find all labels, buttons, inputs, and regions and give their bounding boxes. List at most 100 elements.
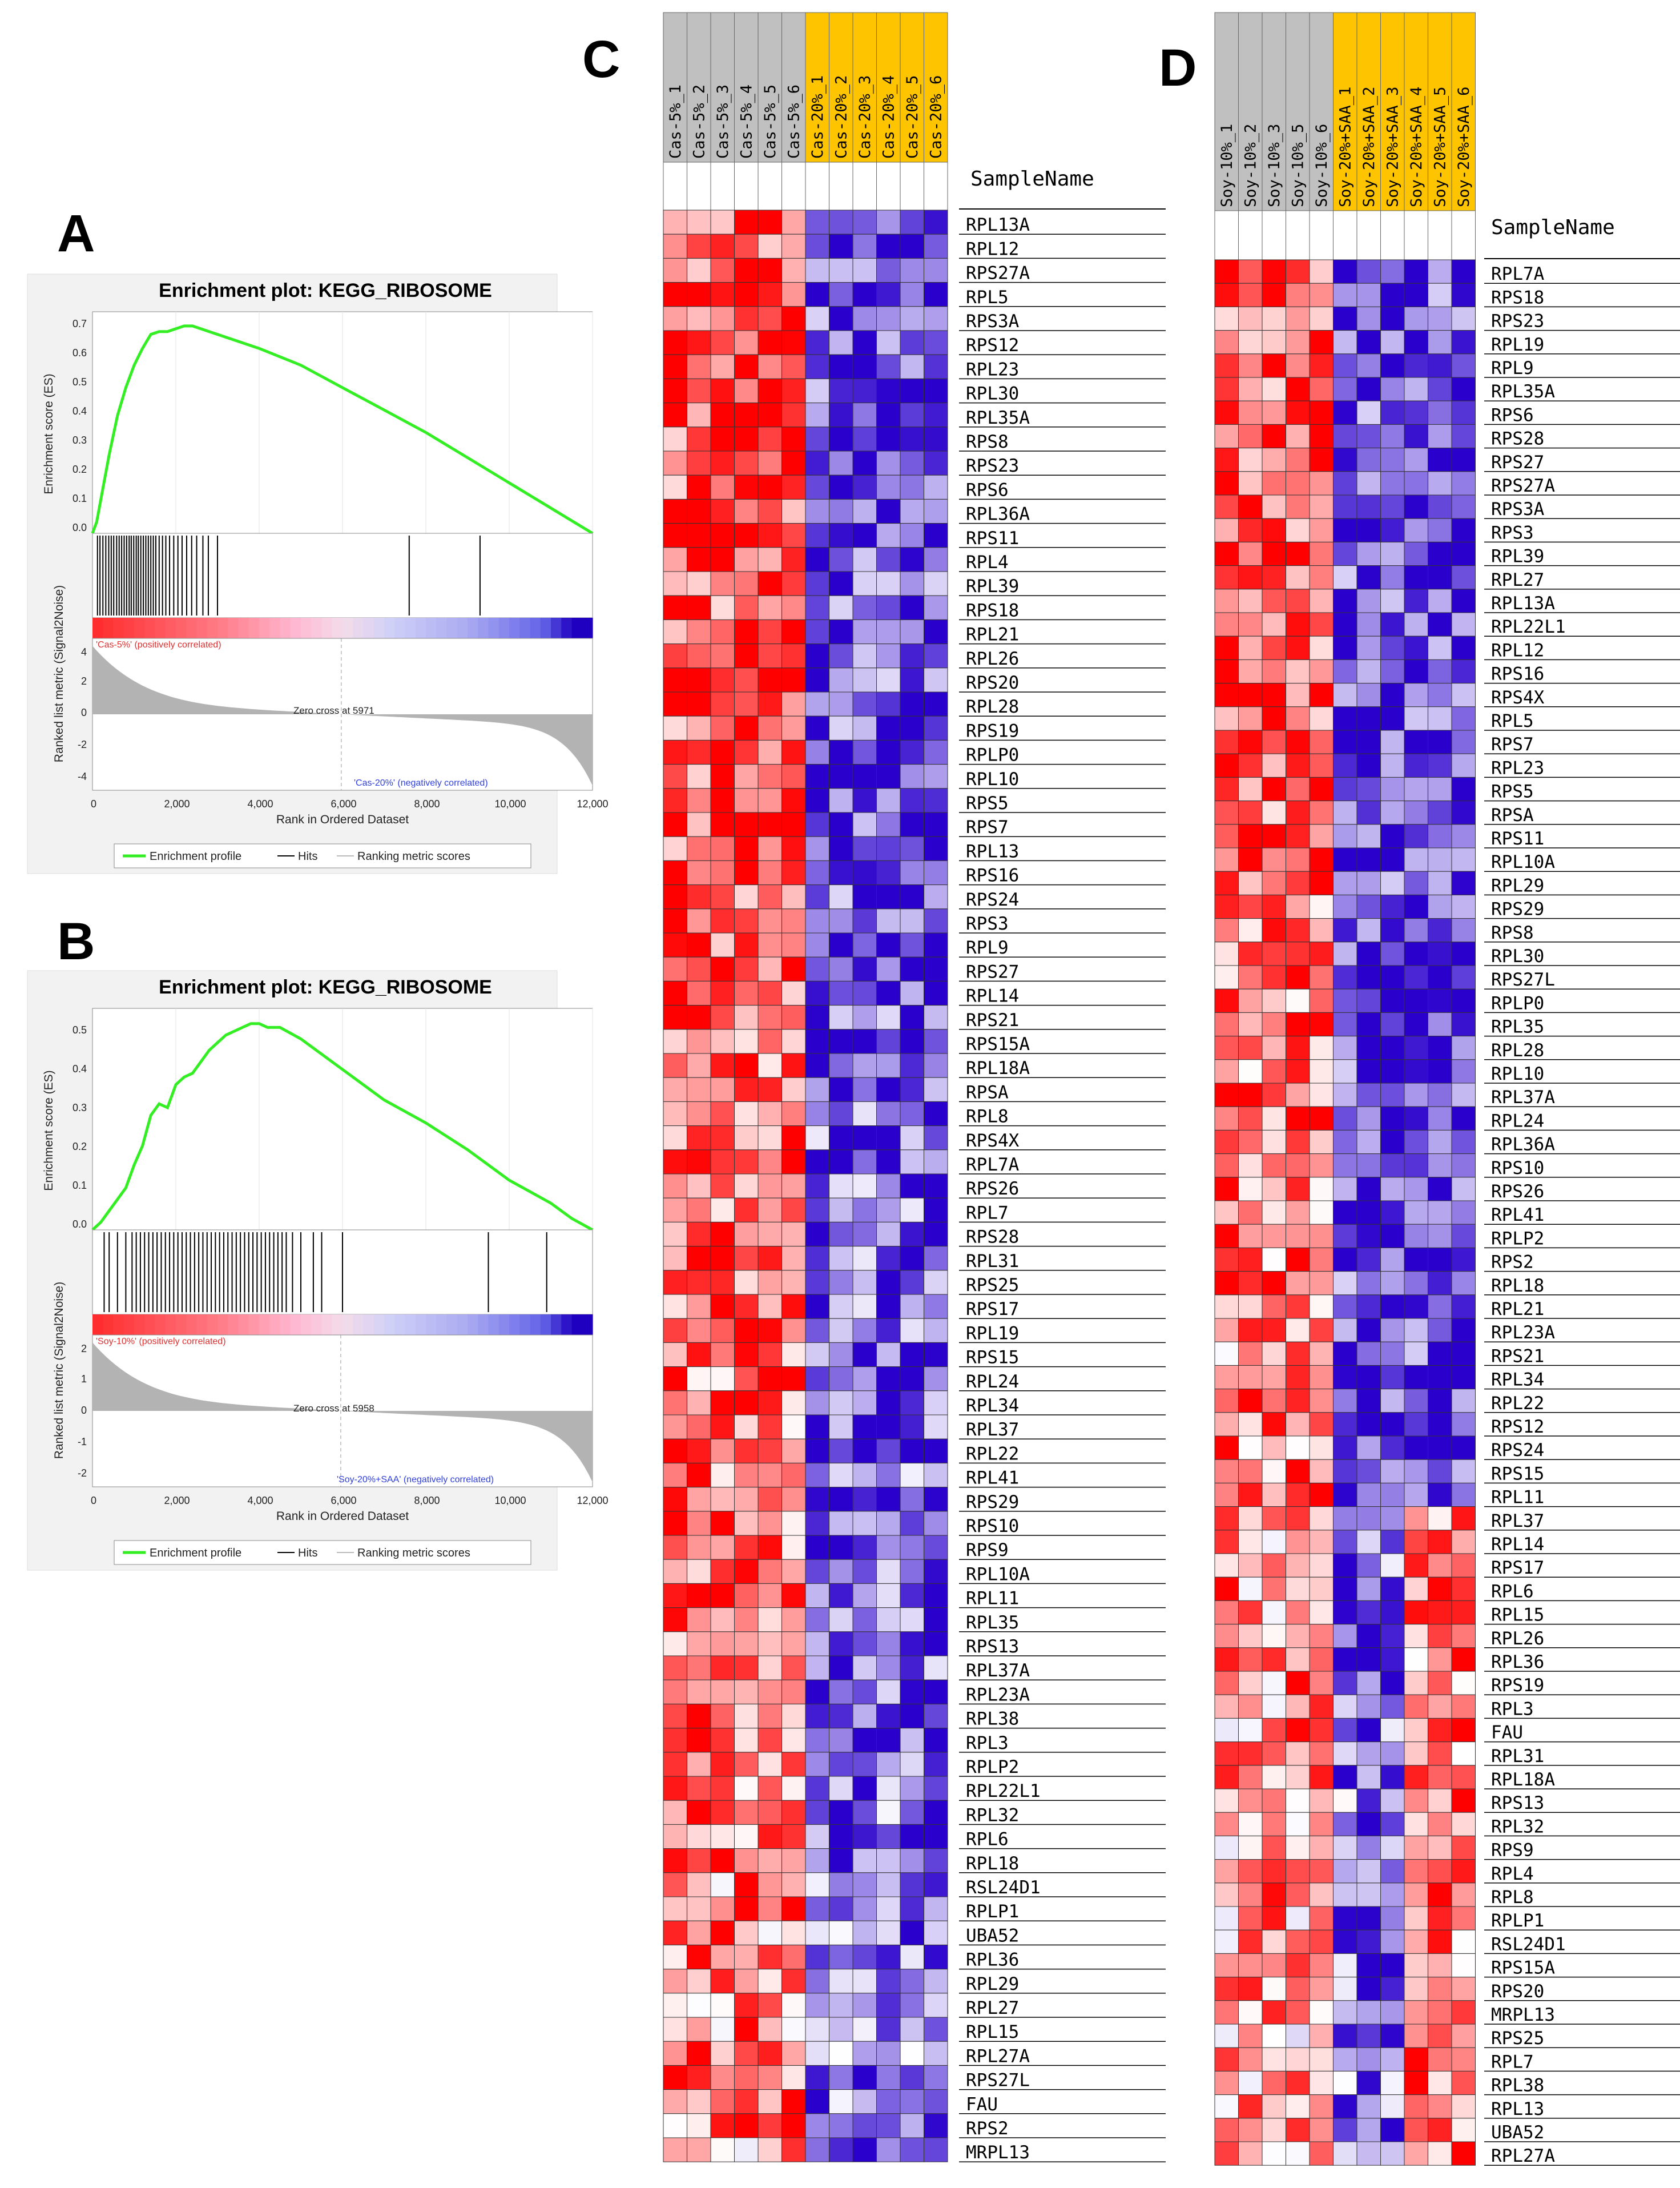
rank-gradient-segment xyxy=(353,618,364,638)
heatmap-cell xyxy=(1262,1600,1286,1625)
heatmap-cell xyxy=(687,1679,711,1704)
heatmap-cell xyxy=(805,427,829,452)
heatmap-cell xyxy=(1262,2024,1286,2048)
column-header-box xyxy=(852,12,877,163)
heatmap-cell xyxy=(1214,1859,1239,1884)
heatmap-cell xyxy=(1356,330,1381,355)
heatmap-cell xyxy=(1356,1271,1381,1296)
heatmap-cell xyxy=(710,739,735,765)
gene-label: MRPL13 xyxy=(966,2142,1030,2163)
heatmap-cell xyxy=(1333,471,1357,496)
gene-label: RPL4 xyxy=(1491,1864,1534,1884)
heatmap-cell xyxy=(1238,1977,1263,2001)
heatmap-cell xyxy=(1451,2094,1476,2119)
heatmap-cell xyxy=(924,739,948,765)
rank-gradient-segment xyxy=(519,1314,531,1335)
heatmap-cell xyxy=(663,1896,687,1921)
heatmap-cell xyxy=(900,1848,924,1873)
gene-label: RPL9 xyxy=(1491,358,1534,379)
heatmap-cell xyxy=(1333,706,1357,731)
heatmap-cell xyxy=(900,1462,924,1488)
heatmap-cell xyxy=(1286,1694,1310,1719)
rank-gradient-segment xyxy=(248,618,260,638)
heatmap-cell xyxy=(805,498,829,524)
heatmap-cell xyxy=(663,1438,687,1463)
heatmap-cell xyxy=(1380,942,1405,966)
gene-label: RPL35 xyxy=(1491,1017,1544,1037)
heatmap-cell xyxy=(1238,1083,1263,1107)
rank-gradient-segment xyxy=(509,618,520,638)
heatmap-cell xyxy=(734,1944,759,1970)
heatmap-cell xyxy=(1309,942,1333,966)
heatmap-cell xyxy=(663,354,687,379)
heatmap-cell xyxy=(1428,1012,1452,1037)
heatmap-cell xyxy=(1356,1506,1381,1531)
heatmap-cell xyxy=(805,1824,829,1849)
heatmap-cell xyxy=(829,1800,853,1825)
heatmap-cell xyxy=(1238,942,1263,966)
heatmap-cell xyxy=(663,1752,687,1777)
gene-label: RPL31 xyxy=(1491,1746,1544,1767)
heatmap-cell xyxy=(1238,1624,1263,1648)
heatmap-cell xyxy=(734,1848,759,1873)
heatmap-cell xyxy=(1380,1506,1405,1531)
heatmap-cell xyxy=(1380,1765,1405,1789)
heatmap-cell xyxy=(1333,1294,1357,1319)
heatmap-cell xyxy=(1333,2047,1357,2072)
heatmap-cell xyxy=(734,1896,759,1921)
heatmap-cell xyxy=(1451,847,1476,872)
column-header-label: Cas-20%_1 xyxy=(809,75,827,159)
x-tick: 4,000 xyxy=(247,798,273,810)
heatmap-cell xyxy=(1286,1294,1310,1319)
heatmap-cell xyxy=(1404,1153,1428,1178)
heatmap-cell xyxy=(1380,706,1405,731)
heatmap-cell xyxy=(1428,730,1452,754)
heatmap-cell xyxy=(1309,2047,1333,2072)
column-header-box xyxy=(805,12,829,163)
heatmap-cell xyxy=(1356,494,1381,519)
heatmap-cell xyxy=(1214,2024,1239,2048)
heatmap-cell xyxy=(1214,871,1239,895)
heatmap-cell xyxy=(734,1390,759,1415)
heatmap-cell xyxy=(1286,2118,1310,2142)
heatmap-cell xyxy=(829,1679,853,1704)
heatmap-cell xyxy=(1286,1859,1310,1884)
heatmap-cell xyxy=(1238,1530,1263,1554)
rank-gradient-segment xyxy=(144,1314,156,1335)
heatmap-cell xyxy=(1309,1341,1333,1366)
heatmap-cell xyxy=(1356,2141,1381,2166)
heatmap-cell xyxy=(758,403,782,428)
heatmap-cell xyxy=(1262,1435,1286,1460)
enrichment-profile-line-b xyxy=(91,1022,594,1232)
heatmap-cell xyxy=(734,595,759,620)
heatmap-cell xyxy=(1262,1318,1286,1342)
heatmap-cell xyxy=(734,1101,759,1127)
heatmap-cell xyxy=(852,1703,877,1729)
heatmap-cell xyxy=(1428,1859,1452,1884)
heatmap-cell xyxy=(1356,1247,1381,1272)
heatmap-cell xyxy=(1356,777,1381,802)
heatmap-cell xyxy=(1428,1177,1452,1201)
heatmap-cell xyxy=(1356,1059,1381,1084)
heatmap-cell xyxy=(1238,1929,1263,1954)
heatmap-cell xyxy=(924,1920,948,1945)
heatmap-cell xyxy=(852,1511,877,1536)
heatmap-cell xyxy=(876,403,901,428)
heatmap-cell xyxy=(1286,1389,1310,1413)
heatmap-cell xyxy=(829,1438,853,1463)
heatmap-cell xyxy=(1356,1718,1381,1743)
heatmap-cell xyxy=(710,980,735,1006)
heatmap-cell xyxy=(1428,1294,1452,1319)
heatmap-cell xyxy=(852,2041,877,2066)
heatmap-cell xyxy=(710,764,735,789)
heatmap-cell xyxy=(1238,1553,1263,1578)
heatmap-cell xyxy=(1286,1718,1310,1743)
heatmap-cell xyxy=(1286,541,1310,566)
heatmap-cell xyxy=(1333,612,1357,637)
column-annotation-box xyxy=(758,162,782,211)
heatmap-cell xyxy=(924,860,948,886)
heatmap-cell xyxy=(1238,1365,1263,1390)
heatmap-cell xyxy=(924,1029,948,1054)
heatmap-cell xyxy=(829,1294,853,1319)
heatmap-cell xyxy=(734,812,759,837)
